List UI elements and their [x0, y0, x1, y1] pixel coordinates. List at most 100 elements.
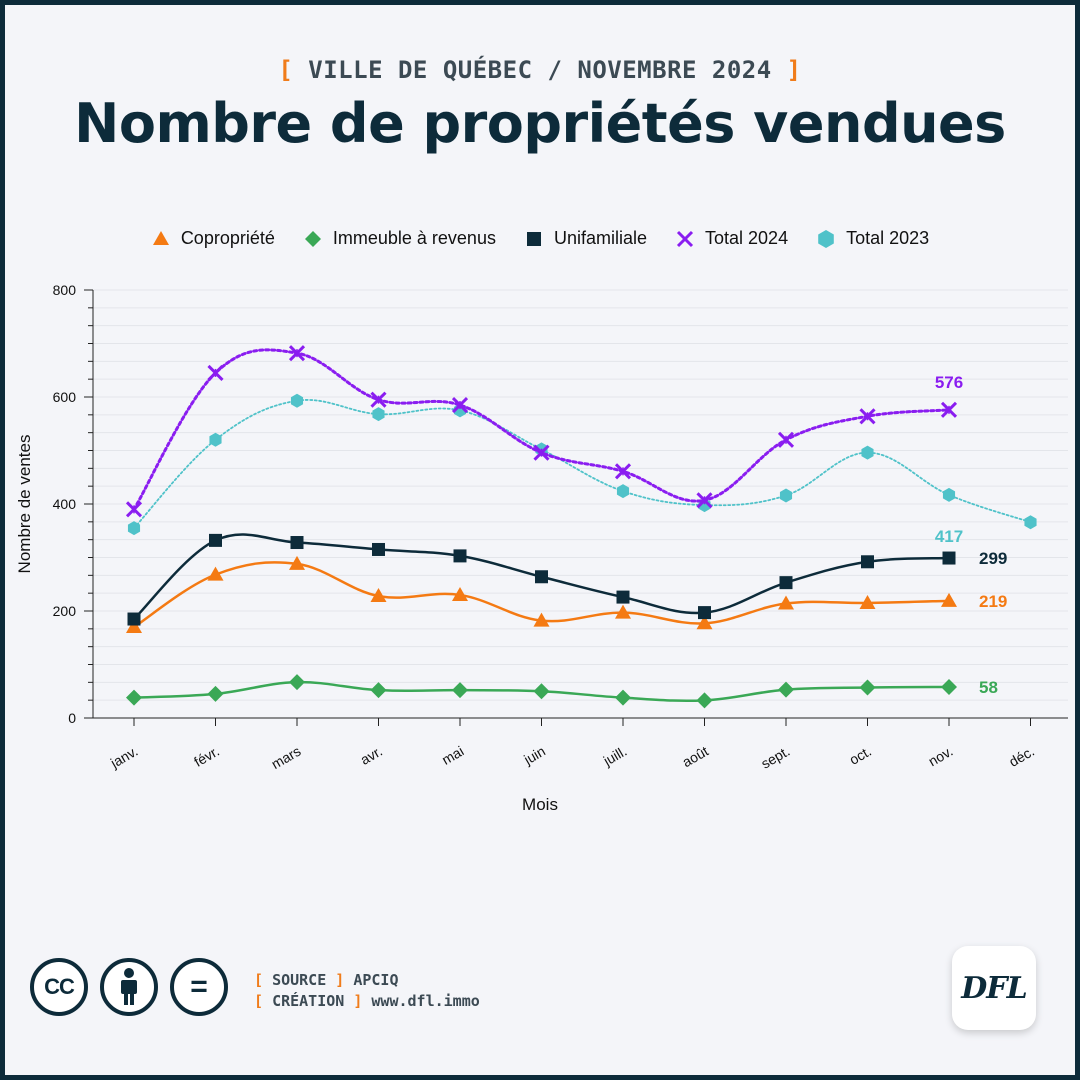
data-point [778, 681, 794, 698]
license-icons: CC = [30, 958, 228, 1016]
creation-value: www.dfl.immo [371, 992, 480, 1010]
x-tick-label: mai [439, 743, 467, 768]
data-point [127, 521, 141, 536]
data-point [696, 492, 713, 509]
legend-item[interactable]: Unifamiliale [524, 228, 647, 249]
data-point [1024, 515, 1037, 530]
y-axis-label: Nombre de ventes [15, 435, 34, 574]
data-point [777, 431, 795, 448]
legend-label: Total 2024 [705, 228, 789, 248]
data-point [778, 595, 794, 610]
source-line: [ SOURCE ] APCIQ [254, 970, 480, 991]
x-tick-label: févr. [191, 743, 222, 770]
data-point [126, 689, 142, 706]
data-point [290, 536, 304, 550]
data-point [209, 533, 222, 547]
data-point [533, 612, 550, 627]
data-point [940, 401, 958, 418]
data-point [616, 484, 630, 499]
y-tick-label: 400 [53, 496, 77, 512]
legend-label: Unifamiliale [553, 228, 648, 248]
cc-icon: CC [30, 958, 88, 1016]
y-tick-label: 200 [53, 603, 77, 619]
data-point [289, 674, 305, 691]
data-point [698, 606, 711, 620]
cc-label: CC [44, 974, 75, 999]
legend-item[interactable]: Immeuble à revenus [303, 228, 496, 249]
data-point [126, 619, 142, 634]
credits: [ SOURCE ] APCIQ [ CRÉATION ] www.dfl.im… [254, 970, 480, 1012]
data-point [207, 685, 224, 702]
chart-legend: Copropriété Immeuble à revenus Unifamilial… [0, 228, 1080, 249]
no-derivatives-icon: = [170, 958, 228, 1016]
legend-item[interactable]: Copropriété [151, 228, 275, 249]
data-point [615, 689, 631, 706]
x-tick-label: sept. [758, 743, 792, 772]
data-point [942, 551, 956, 565]
legend-marker-icon [304, 230, 321, 247]
data-point [696, 692, 713, 709]
data-point [372, 542, 385, 556]
kicker-open-bracket: [ [278, 56, 294, 84]
x-tick-label: juin [520, 743, 548, 768]
attribution-icon [100, 958, 158, 1016]
creation-label: CRÉATION [272, 992, 345, 1010]
data-point [209, 432, 222, 447]
bracket: ] [335, 971, 345, 989]
data-point [616, 590, 630, 604]
data-point [859, 408, 876, 425]
y-tick-label: 600 [53, 389, 77, 405]
x-tick-label: juill. [600, 743, 630, 769]
legend-label: Total 2023 [846, 228, 930, 248]
legend-marker-icon [676, 230, 694, 247]
data-point [451, 396, 469, 414]
dfl-logo: DFL [952, 946, 1036, 1030]
x-tick-label: janv. [107, 743, 141, 772]
source-value: APCIQ [353, 971, 399, 989]
equals-label: = [190, 970, 208, 1003]
y-tick-label: 800 [53, 282, 77, 298]
legend-marker-icon [526, 231, 541, 246]
data-point [859, 594, 876, 609]
data-point [859, 679, 876, 696]
bracket: [ [254, 992, 264, 1010]
x-tick-label: déc. [1006, 743, 1037, 770]
x-tick-label: oct. [846, 743, 874, 768]
data-point [696, 615, 713, 630]
data-point [779, 576, 793, 590]
data-point [779, 488, 793, 503]
data-point [533, 444, 550, 461]
person-icon [121, 968, 137, 1005]
data-label: 576 [935, 373, 963, 392]
bracket: ] [353, 992, 363, 1010]
kicker-close-bracket: ] [786, 56, 802, 84]
x-axis-label: Mois [522, 795, 558, 814]
data-label: 299 [979, 549, 1007, 568]
x-tick-label: nov. [925, 743, 955, 770]
legend-marker-icon [152, 230, 169, 245]
data-point [125, 501, 143, 518]
creation-line: [ CRÉATION ] www.dfl.immo [254, 991, 480, 1012]
data-point [288, 345, 306, 362]
data-point [372, 407, 385, 422]
data-point [615, 604, 631, 619]
data-point [535, 570, 548, 584]
data-point [370, 588, 387, 603]
chart-kicker: [ VILLE DE QUÉBEC / NOVEMBRE 2024 ] [0, 56, 1080, 84]
data-point [370, 682, 387, 699]
data-point [941, 678, 957, 695]
data-label: 417 [935, 527, 963, 546]
x-tick-label: avr. [357, 743, 385, 768]
data-point [127, 612, 141, 626]
data-point [207, 364, 224, 381]
y-tick-label: 0 [68, 710, 76, 726]
legend-item[interactable]: Total 2024 [675, 228, 788, 249]
data-label: 219 [979, 592, 1007, 611]
data-point [453, 549, 467, 563]
line-chart: 0 200 400 600 800 janv. févr. mars avr. mai juin ju… [15, 282, 1068, 814]
legend-item[interactable]: Total 2023 [816, 228, 929, 249]
data-label: 58 [979, 678, 998, 697]
data-point [370, 391, 387, 408]
series-line [132, 348, 951, 511]
data-point [533, 683, 550, 700]
